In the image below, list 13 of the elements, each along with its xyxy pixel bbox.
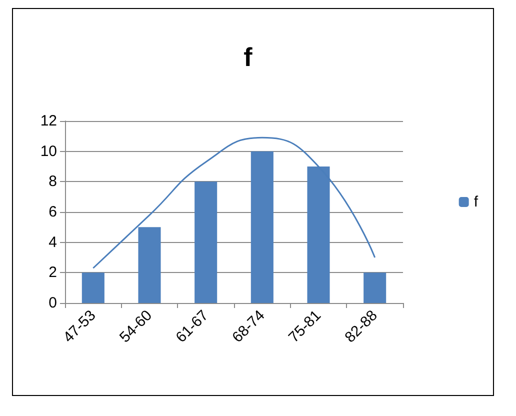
y-tick-label: 12 [40,112,57,130]
bar [82,272,104,303]
bar [194,182,218,303]
y-tick-label: 4 [48,234,57,251]
bar [250,151,274,303]
chart-title: f [244,42,253,72]
y-tick-label: 6 [48,204,57,220]
y-tick-label: 0 [48,294,57,312]
y-tick-label: 10 [40,142,57,160]
y-tick-label: 8 [48,173,57,190]
y-tick-label: 2 [48,264,57,282]
bar [364,272,386,303]
legend-label: f [474,194,479,210]
